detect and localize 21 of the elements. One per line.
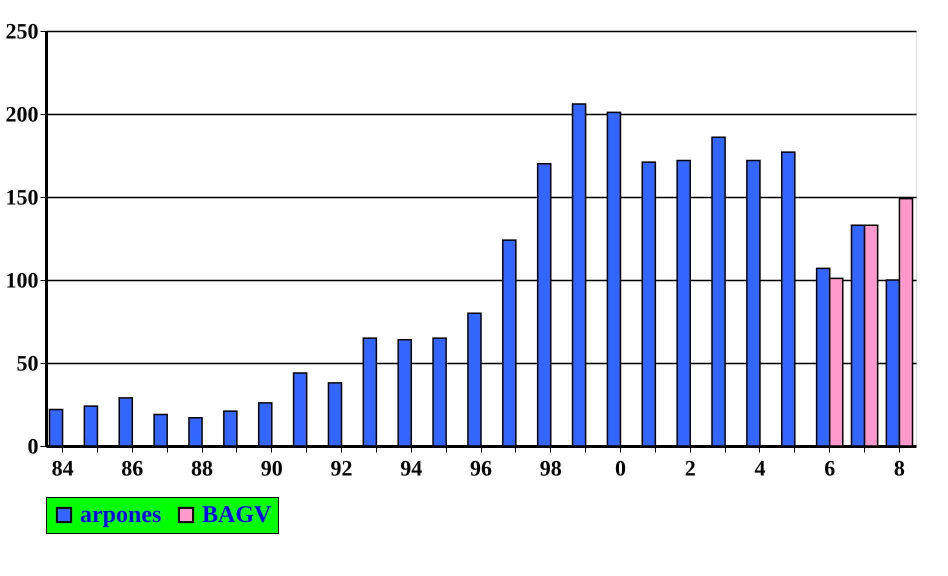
x-tick-label: 2 (684, 456, 696, 480)
x-tick-label: 86 (121, 456, 144, 480)
x-tick-label: 84 (52, 456, 74, 480)
x-tick-label: 6 (824, 456, 836, 480)
x-tick-label: 92 (330, 456, 353, 480)
x-tick-label: 88 (191, 456, 214, 480)
x-tick-label: 0 (614, 456, 626, 480)
x-tick-label: 8 (894, 456, 905, 480)
legend-label: arpones (80, 502, 162, 528)
y-tick-label: 50 (16, 350, 38, 376)
x-tick-label: 98 (540, 456, 562, 480)
legend-label: BAGV (202, 502, 272, 528)
x-tick-label: 94 (400, 456, 422, 480)
y-tick-label: 100 (6, 268, 38, 292)
y-tick-label: 0 (28, 434, 38, 458)
y-tick-label: 150 (6, 184, 38, 210)
x-tick-label: 4 (754, 456, 766, 480)
y-tick-label: 250 (6, 18, 38, 44)
x-tick-label: 96 (470, 456, 492, 480)
x-tick-label: 90 (260, 456, 283, 480)
y-tick-label: 200 (6, 102, 38, 126)
